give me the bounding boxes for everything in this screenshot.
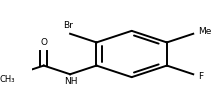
Text: NH: NH xyxy=(64,77,78,86)
Text: Br: Br xyxy=(63,21,73,30)
Text: F: F xyxy=(198,72,203,81)
Text: O: O xyxy=(40,38,47,47)
Text: Me: Me xyxy=(198,27,211,36)
Text: CH₃: CH₃ xyxy=(0,75,15,84)
